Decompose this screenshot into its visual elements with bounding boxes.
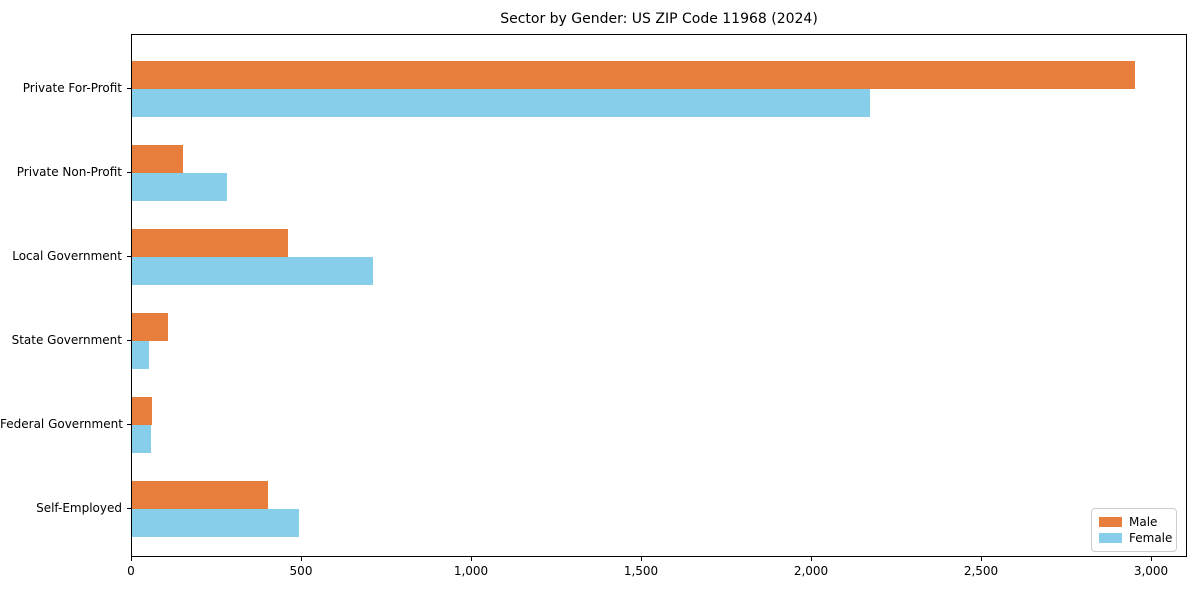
bar-female [132, 173, 228, 201]
y-tick-mark [127, 424, 131, 425]
x-tick-label: 500 [289, 564, 313, 578]
bar-female [132, 425, 151, 453]
x-tick-mark [301, 557, 302, 561]
y-axis-label: Local Government [12, 249, 122, 263]
female-swatch [1099, 533, 1122, 543]
y-axis-label: Private Non-Profit [16, 165, 122, 179]
y-tick-mark [127, 88, 131, 89]
y-axis-label: Private For-Profit [22, 81, 122, 95]
chart-title: Sector by Gender: US ZIP Code 11968 (202… [500, 11, 818, 27]
x-tick-mark [981, 557, 982, 561]
x-tick-label: 3,000 [1133, 564, 1169, 578]
male-swatch [1099, 517, 1122, 527]
x-tick-label: 2,000 [793, 564, 829, 578]
y-tick-mark [127, 340, 131, 341]
y-tick-mark [127, 508, 131, 509]
y-axis-label: Self-Employed [36, 501, 122, 515]
x-tick-mark [1151, 557, 1152, 561]
bar-female [132, 257, 374, 285]
bar-male [132, 481, 268, 509]
x-tick-label: 1,500 [623, 564, 659, 578]
x-tick-label: 0 [127, 564, 135, 578]
x-tick-mark [641, 557, 642, 561]
bar-female [132, 89, 870, 117]
bar-female [132, 509, 299, 537]
x-tick-label: 1,000 [453, 564, 489, 578]
bar-male [132, 229, 289, 257]
y-tick-mark [127, 172, 131, 173]
y-axis-label: Federal Government [0, 417, 123, 431]
bar-male [132, 313, 168, 341]
x-tick-mark [131, 557, 132, 561]
x-tick-mark [811, 557, 812, 561]
x-tick-label: 2,500 [963, 564, 999, 578]
bar-female [132, 341, 149, 369]
bar-male [132, 61, 1135, 89]
plot-area [131, 34, 1187, 557]
bar-male [132, 145, 183, 173]
legend: Male Female [1091, 508, 1177, 552]
bar-male [132, 397, 153, 425]
y-tick-mark [127, 256, 131, 257]
legend-label-male: Male [1129, 515, 1158, 529]
x-tick-mark [471, 557, 472, 561]
legend-item-female: Female [1099, 530, 1172, 546]
y-axis-label: State Government [11, 333, 122, 347]
legend-item-male: Male [1099, 514, 1168, 530]
legend-label-female: Female [1129, 531, 1173, 545]
